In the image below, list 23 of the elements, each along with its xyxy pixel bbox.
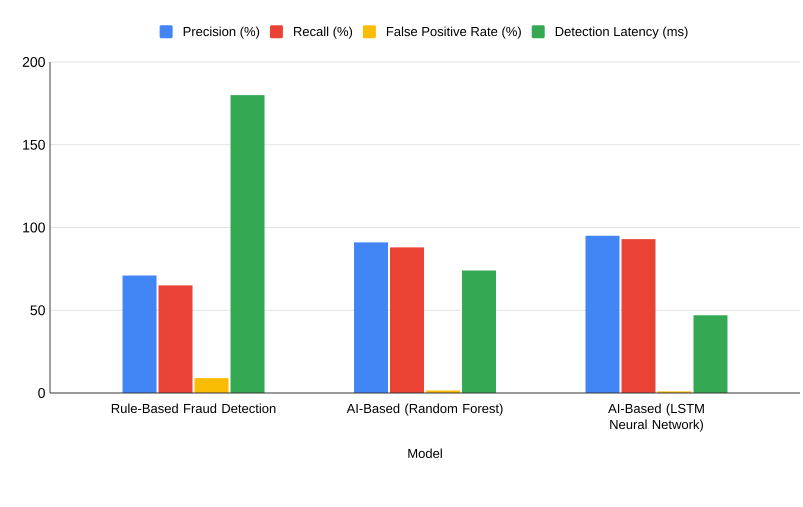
y-tick-label: 50 [30, 305, 45, 316]
bar [158, 285, 193, 393]
x-tick-label: Rule-Based Fraud Detection [112, 404, 276, 414]
bar [621, 239, 656, 393]
bar [230, 95, 265, 393]
y-tick-label: 200 [22, 57, 45, 67]
y-tick-label: 150 [23, 140, 45, 150]
bar [354, 242, 388, 393]
legend-label: Precision (%) [184, 26, 260, 39]
x-tick-label: AI-Based (Random Forest) [346, 404, 503, 416]
bar [194, 378, 229, 393]
y-tick-label: 0 [38, 388, 45, 398]
bar [585, 236, 620, 393]
bar [693, 315, 728, 393]
legend-label: False Positive Rate (%) [386, 26, 521, 39]
bar [390, 247, 424, 393]
x-tick-label: AI-Based (LSTM Neural Network) [608, 404, 704, 432]
legend-label: Detection Latency (ms) [556, 26, 688, 39]
legend-label: Recall (%) [294, 26, 352, 39]
x-axis-title: Model [408, 448, 442, 458]
y-tick-label: 100 [23, 222, 45, 232]
bar [462, 270, 496, 393]
bar [122, 275, 157, 393]
